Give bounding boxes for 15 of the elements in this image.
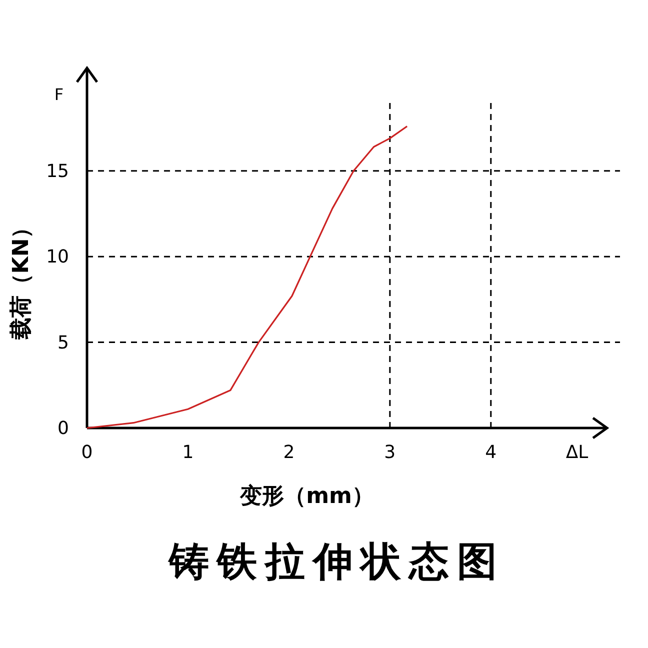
- y-axis-title: 载荷（KN）: [9, 216, 34, 341]
- text: F: [54, 85, 64, 104]
- text: ΔL: [566, 442, 588, 463]
- line-series: [86, 125, 408, 429]
- y-tick-label: 5: [58, 332, 69, 354]
- x-tick-label: 1: [182, 442, 194, 463]
- x-tick-label: 0: [81, 442, 93, 463]
- x-axis-title: 变形（mm）: [239, 483, 374, 509]
- y-tick-label: 15: [46, 160, 69, 182]
- y-tick-label: 0: [58, 418, 69, 439]
- y-tick-label: 10: [46, 246, 69, 268]
- x-tick-label: 4: [485, 442, 497, 463]
- x-tick-label: 3: [384, 442, 396, 463]
- text: 铸铁拉伸状态图: [167, 539, 505, 585]
- x-tick-label: 2: [283, 442, 295, 463]
